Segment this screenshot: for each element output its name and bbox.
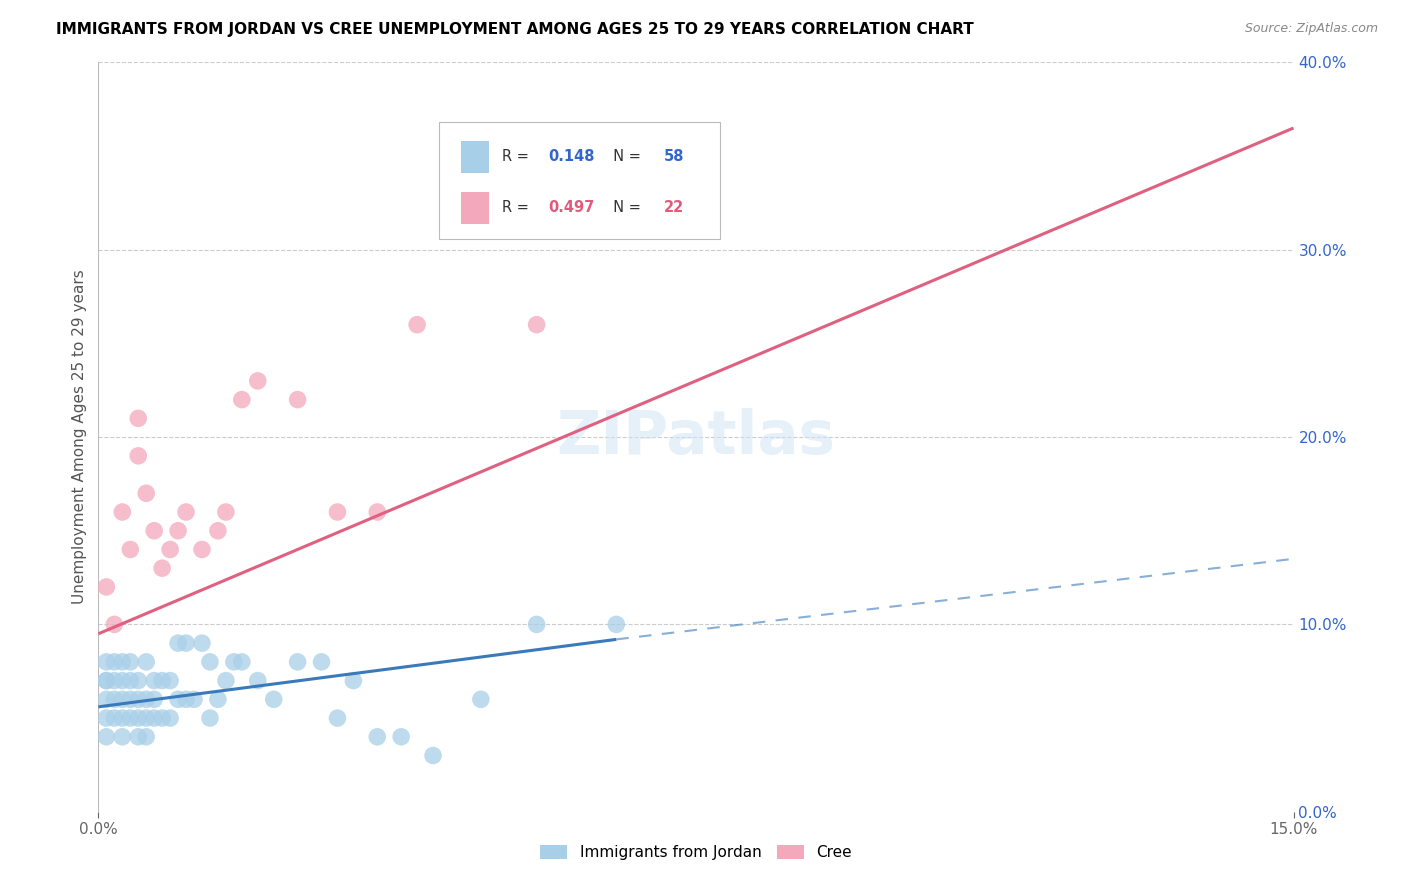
Point [143,692,166,706]
Point [470,692,492,706]
Point [120,542,142,557]
Point [526,318,548,332]
Point [198,711,221,725]
Point [389,730,412,744]
Point [326,711,349,725]
Point [120,692,142,706]
Text: R =: R = [502,149,534,164]
Point [246,374,269,388]
Point [135,730,157,744]
Text: IMMIGRANTS FROM JORDAN VS CREE UNEMPLOYMENT AMONG AGES 25 TO 29 YEARS CORRELATIO: IMMIGRANTS FROM JORDAN VS CREE UNEMPLOYM… [56,22,974,37]
Point [111,730,134,744]
Point [231,655,253,669]
Point [287,392,309,407]
Point [127,411,149,425]
Point [215,673,238,688]
Y-axis label: Unemployment Among Ages 25 to 29 years: Unemployment Among Ages 25 to 29 years [72,269,87,605]
Point [174,692,197,706]
Point [111,655,134,669]
Point [167,692,190,706]
Point [366,730,388,744]
FancyBboxPatch shape [461,141,489,172]
Point [215,505,238,519]
Text: 0.148: 0.148 [548,149,595,164]
FancyBboxPatch shape [461,192,489,224]
Point [111,505,134,519]
Point [127,711,149,725]
Point [159,711,181,725]
Point [422,748,444,763]
Point [222,655,245,669]
Point [103,617,125,632]
Point [127,673,149,688]
Point [96,655,118,669]
Point [183,692,205,706]
Point [103,673,125,688]
Text: 22: 22 [664,201,683,215]
Point [150,561,173,575]
Point [143,711,166,725]
Point [135,711,157,725]
Point [135,692,157,706]
Point [167,524,190,538]
Point [127,692,149,706]
Text: Source: ZipAtlas.com: Source: ZipAtlas.com [1244,22,1378,36]
Point [103,655,125,669]
Point [159,673,181,688]
Point [103,692,125,706]
Text: 0.497: 0.497 [548,201,593,215]
Point [143,524,166,538]
Point [326,505,349,519]
Point [246,673,269,688]
Point [96,730,118,744]
Text: ZIPatlas: ZIPatlas [557,408,835,467]
Point [263,692,285,706]
Point [342,673,364,688]
Point [96,673,118,688]
Point [120,673,142,688]
Point [406,318,429,332]
Point [120,655,142,669]
Point [198,655,221,669]
Point [111,711,134,725]
Point [150,673,173,688]
Point [96,580,118,594]
Point [605,617,627,632]
Point [135,486,157,500]
Point [231,392,253,407]
Text: N =: N = [605,201,645,215]
Point [111,673,134,688]
Point [207,524,229,538]
Point [526,617,548,632]
Text: R =: R = [502,201,534,215]
Point [96,692,118,706]
Text: 58: 58 [664,149,685,164]
Point [366,505,388,519]
Point [127,730,149,744]
Point [120,711,142,725]
Point [191,636,214,650]
FancyBboxPatch shape [439,122,720,238]
Text: N =: N = [605,149,645,164]
Point [167,636,190,650]
Point [127,449,149,463]
Point [174,505,197,519]
Point [191,542,214,557]
Point [311,655,333,669]
Point [150,711,173,725]
Point [159,542,181,557]
Point [174,636,197,650]
Point [207,692,229,706]
Point [96,711,118,725]
Legend: Immigrants from Jordan, Cree: Immigrants from Jordan, Cree [540,846,852,860]
Point [111,692,134,706]
Point [135,655,157,669]
Point [143,673,166,688]
Point [96,673,118,688]
Point [103,711,125,725]
Point [287,655,309,669]
